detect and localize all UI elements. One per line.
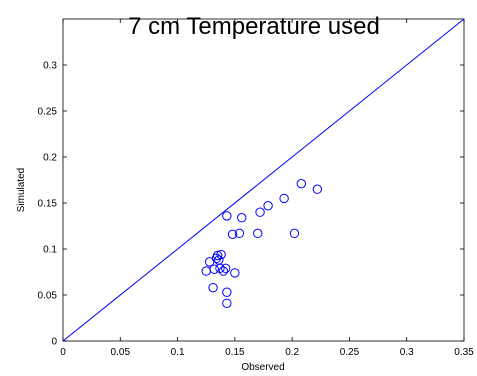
plot-area: 0 0.05 0.1 0.15 0.2 0.25 0.3 0.35 0 0.05 0.1 0.15 0.… — [38, 18, 474, 358]
data-point — [230, 268, 240, 278]
reference-line-1to1 — [62, 18, 465, 342]
data-point — [215, 263, 225, 274]
data-point — [289, 228, 300, 239]
data-point — [209, 264, 219, 274]
y-axis-label: Simulated — [16, 168, 27, 212]
y-tick-label: 0.05 — [38, 291, 58, 302]
axes-frame — [62, 18, 465, 342]
data-point — [253, 228, 263, 239]
y-tick-label: 0.1 — [43, 245, 57, 256]
data-point — [312, 184, 323, 194]
y-tick-label: 0.2 — [43, 153, 57, 164]
data-point — [201, 266, 211, 276]
data-point — [222, 287, 232, 297]
data-point — [296, 178, 307, 189]
data-point — [222, 211, 232, 221]
x-tick-label: 0.25 — [340, 347, 360, 358]
x-tick-label: 0 — [60, 347, 66, 358]
data-point — [227, 229, 238, 239]
data-point — [214, 255, 224, 265]
data-point — [218, 266, 229, 276]
x-tick-label: 0.2 — [285, 347, 299, 358]
y-tick-label: 0.25 — [38, 107, 58, 118]
data-point — [208, 282, 218, 293]
data-point — [220, 263, 231, 274]
data-point — [263, 201, 273, 211]
y-tick-label: 0.15 — [38, 199, 58, 210]
data-point — [234, 228, 245, 239]
x-tick-label: 0.35 — [454, 347, 474, 358]
x-tick-label: 0.3 — [400, 347, 414, 358]
x-tick-label: 0.05 — [111, 347, 131, 358]
chart-title: 7 cm Temperature used — [128, 13, 380, 40]
y-tick-label: 0.3 — [43, 61, 57, 72]
data-point — [279, 193, 289, 204]
x-tick-label: 0.15 — [225, 347, 245, 358]
x-axis-label: Observed — [241, 362, 284, 373]
data-point — [255, 207, 265, 217]
y-tick-label: 0 — [51, 337, 57, 348]
data-point — [212, 250, 223, 261]
x-tick-label: 0.1 — [171, 347, 185, 358]
data-point — [222, 298, 232, 308]
data-point — [216, 249, 226, 260]
data-point — [237, 213, 247, 223]
